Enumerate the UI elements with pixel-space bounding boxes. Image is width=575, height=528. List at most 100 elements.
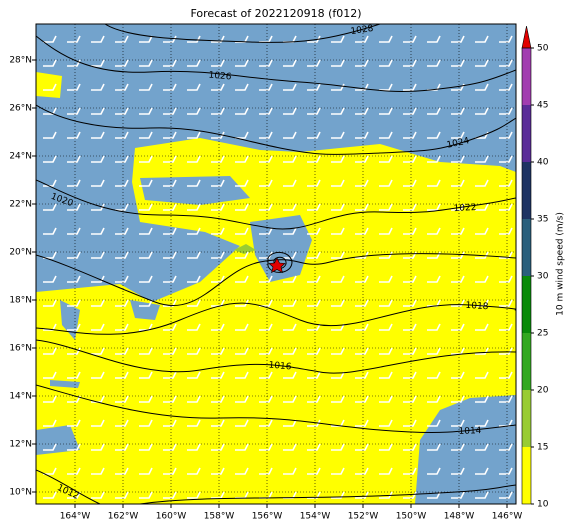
wind-barb (475, 107, 489, 115)
wind-barb (499, 131, 513, 139)
wind-barb (331, 155, 345, 163)
wind-barb (211, 155, 225, 163)
wind-barb (91, 371, 105, 379)
wind-barb (235, 83, 249, 91)
wind-region (36, 138, 516, 504)
wind-barb (43, 35, 57, 43)
wind-barb (283, 227, 297, 235)
wind-barb (355, 59, 369, 67)
isobar (36, 35, 516, 92)
wind-barb (499, 83, 513, 91)
wind-barb (91, 131, 105, 139)
wind-barb (379, 443, 393, 451)
colorbar-extend (521, 25, 532, 49)
wind-barb (475, 371, 489, 379)
wind-barb (451, 131, 465, 139)
wind-barb (331, 395, 345, 403)
lon-label: 150°W (396, 512, 427, 522)
colorbar-tick-label: 50 (537, 44, 549, 54)
lat-label: 24°N (9, 152, 32, 162)
wind-barb (283, 203, 297, 211)
wind-barb (427, 107, 441, 115)
wind-barb (139, 59, 153, 67)
wind-barb (211, 491, 225, 499)
wind-barb (403, 395, 417, 403)
wind-barb (451, 395, 465, 403)
wind-barb (427, 419, 441, 427)
wind-barb (259, 59, 273, 67)
wind-barb (307, 467, 321, 475)
wind-barb (235, 203, 249, 211)
wind-barb (163, 83, 177, 91)
wind-barb (235, 131, 249, 139)
wind-barb (451, 227, 465, 235)
wind-barb (235, 107, 249, 115)
wind-barb (499, 179, 513, 187)
wind-barb (379, 179, 393, 187)
wind-barb (475, 83, 489, 91)
wind-barb (91, 419, 105, 427)
wind-barb (115, 83, 129, 91)
wind-barb (139, 83, 153, 91)
wind-barb (235, 299, 249, 307)
map-title: Forecast of 2022120918 (f012) (190, 7, 361, 20)
wind-barb (475, 419, 489, 427)
wind-barb (163, 467, 177, 475)
wind-barb (139, 203, 153, 211)
wind-barb (115, 467, 129, 475)
wind-barb (91, 275, 105, 283)
wind-barb (307, 227, 321, 235)
wind-barb (403, 371, 417, 379)
wind-barb (115, 131, 129, 139)
wind-barb (283, 251, 297, 259)
wind-barb (451, 251, 465, 259)
wind-barb (427, 443, 441, 451)
wind-barb (187, 491, 201, 499)
wind-barb (211, 35, 225, 43)
wind-barb (331, 299, 345, 307)
contour-label: 1026 (208, 71, 232, 83)
wind-barb (67, 443, 81, 451)
wind-barb (499, 491, 513, 499)
wind-barb (115, 347, 129, 355)
wind-barb (307, 203, 321, 211)
wind-barb (139, 107, 153, 115)
lat-label: 20°N (9, 248, 32, 258)
wind-barb (187, 203, 201, 211)
wind-barb (355, 179, 369, 187)
wind-barb (379, 83, 393, 91)
wind-barb (187, 131, 201, 139)
wind-barb (475, 35, 489, 43)
map-area (36, 24, 516, 504)
wind-barb (403, 59, 417, 67)
wind-barb (115, 371, 129, 379)
wind-barb (115, 155, 129, 163)
wind-barb (283, 395, 297, 403)
wind-barb (331, 371, 345, 379)
calm-region (250, 215, 312, 282)
wind-barb (91, 443, 105, 451)
wind-barb (355, 275, 369, 283)
wind-barb (43, 227, 57, 235)
wind-barb (283, 83, 297, 91)
wind-barb (139, 419, 153, 427)
wind-barb (379, 491, 393, 499)
wind-barb (355, 35, 369, 43)
wind-barb (163, 443, 177, 451)
wind-barb (187, 83, 201, 91)
isobar (36, 302, 516, 335)
wind-barb (163, 251, 177, 259)
wind-barb (91, 227, 105, 235)
wind-barb (355, 347, 369, 355)
wind-barb (187, 59, 201, 67)
map-frame (35, 23, 517, 505)
colorbar-segment (522, 390, 531, 447)
wind-barb (307, 395, 321, 403)
wind-barb (475, 59, 489, 67)
wind-barb (451, 299, 465, 307)
colorbar-tick-label: 10 (537, 500, 549, 510)
wind-barb (259, 107, 273, 115)
wind-barb (67, 227, 81, 235)
isobar (36, 384, 516, 433)
